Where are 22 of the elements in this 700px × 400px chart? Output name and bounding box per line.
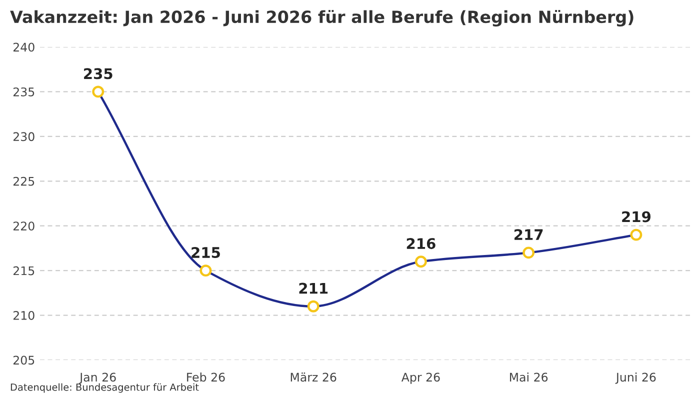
x-tick-label: Feb 26: [187, 372, 225, 382]
y-tick-label: 210: [13, 311, 34, 320]
data-label: 217: [514, 229, 543, 240]
x-tick-label: Mai 26: [510, 372, 548, 382]
x-tick-label: Juni 26: [615, 372, 656, 384]
y-tick-label: 215: [13, 266, 34, 276]
data-label: 216: [406, 238, 436, 250]
chart-title: Vakanzzeit: Jan 2026 - Juni 2026 für alle Berufe (Region Nürnberg): [10, 10, 634, 26]
data-label: 235: [84, 68, 112, 80]
y-tick-label: 230: [13, 132, 34, 142]
data-label: 211: [299, 282, 328, 294]
x-tick-label: Jan 26: [79, 372, 116, 384]
y-tick-label: 240: [13, 42, 34, 52]
x-tick-label: Apr 26: [401, 372, 440, 384]
data-label: 219: [622, 211, 650, 222]
x-tick-label: März 26: [290, 372, 336, 382]
y-tick-label: 235: [13, 87, 34, 96]
data-label: 215: [192, 246, 220, 258]
y-tick-label: 220: [13, 222, 34, 231]
y-tick-label: 205: [13, 356, 34, 365]
text: Datenquelle: Bundesagentur für Arbeit: [10, 383, 199, 393]
y-tick-label: 225: [13, 176, 34, 186]
